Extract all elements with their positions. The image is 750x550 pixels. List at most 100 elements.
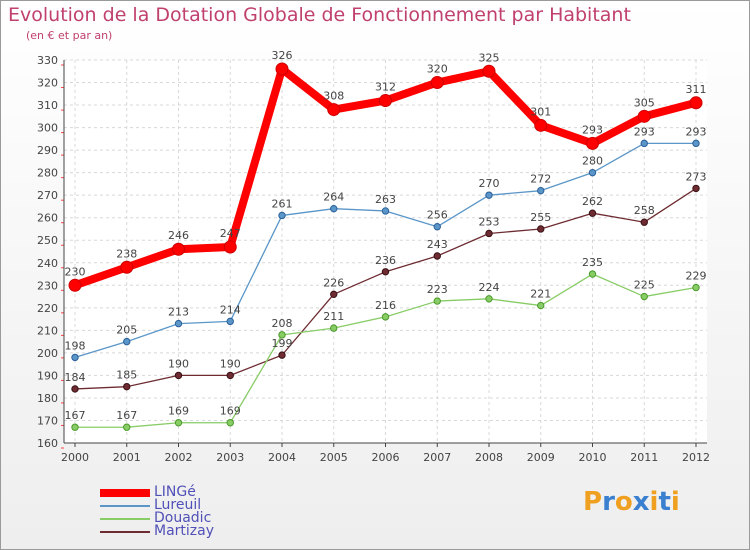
data-point	[586, 136, 599, 150]
data-label: 205	[116, 324, 137, 337]
y-tick-label: 210	[37, 324, 58, 337]
x-tick-label: 2001	[113, 451, 141, 464]
data-label: 247	[220, 227, 241, 240]
data-label: 305	[634, 96, 655, 109]
data-point	[330, 204, 338, 213]
legend-item: Douadic	[100, 510, 214, 526]
data-label: 293	[686, 125, 707, 138]
x-tick-label: 2004	[268, 451, 296, 464]
logo-letter: P	[583, 487, 603, 517]
data-label: 223	[427, 283, 448, 296]
data-label: 221	[530, 288, 551, 301]
data-point	[433, 252, 441, 260]
logo-letter: o	[614, 487, 633, 517]
data-point	[637, 109, 651, 123]
data-point	[123, 423, 131, 431]
legend-item: Martizay	[100, 523, 215, 539]
x-tick-label: 2011	[630, 451, 658, 464]
data-label: 253	[479, 215, 500, 228]
data-label: 214	[220, 303, 241, 316]
data-label: 185	[116, 369, 137, 382]
data-point	[534, 118, 548, 132]
data-label: 216	[375, 299, 396, 312]
data-label: 211	[323, 310, 344, 323]
data-point	[692, 139, 700, 148]
y-tick-label: 250	[37, 234, 58, 247]
data-label: 261	[272, 197, 293, 210]
legend-label: Martizay	[154, 523, 215, 539]
data-point	[226, 317, 234, 326]
y-tick-label: 270	[37, 189, 58, 202]
data-point	[223, 240, 237, 254]
data-point	[381, 207, 390, 215]
data-label: 312	[375, 81, 396, 94]
data-point	[482, 64, 496, 78]
logo-letter: r	[602, 487, 615, 517]
legend-swatch	[100, 517, 150, 520]
data-label: 273	[686, 170, 707, 183]
x-tick-label: 2009	[527, 451, 555, 464]
data-label: 326	[272, 49, 293, 62]
legend-label: Douadic	[154, 510, 212, 526]
data-point	[433, 297, 441, 305]
data-label: 167	[116, 409, 137, 422]
data-label: 264	[323, 191, 344, 204]
data-point	[640, 139, 648, 148]
y-tick-label: 230	[37, 279, 58, 292]
data-point	[123, 382, 131, 391]
x-tick-label: 2002	[165, 451, 193, 464]
data-label: 270	[479, 177, 500, 190]
data-label: 167	[65, 409, 86, 422]
data-point	[123, 337, 131, 346]
x-tick-label: 2008	[475, 451, 503, 464]
legend-swatch	[100, 530, 150, 533]
data-label: 238	[116, 247, 137, 260]
data-point	[278, 331, 286, 339]
logo-letter: x	[632, 487, 650, 517]
data-label: 190	[220, 357, 241, 370]
data-point	[640, 292, 648, 301]
data-label: 293	[582, 123, 603, 136]
y-tick-label: 170	[37, 414, 58, 427]
data-point	[485, 191, 493, 199]
data-label: 224	[479, 281, 500, 294]
x-tick-label: 2006	[372, 451, 400, 464]
data-point	[640, 218, 648, 226]
data-point	[588, 270, 597, 278]
data-point	[330, 290, 338, 299]
data-point	[537, 225, 545, 233]
data-point	[689, 96, 703, 110]
data-point	[588, 168, 597, 177]
logo-letter: i	[649, 487, 659, 517]
data-point	[172, 242, 185, 256]
y-tick-label: 320	[37, 77, 58, 90]
data-label: 229	[686, 270, 707, 283]
data-label: 199	[272, 337, 293, 350]
data-label: 213	[168, 306, 189, 319]
data-point	[278, 211, 286, 220]
x-tick-label: 2010	[579, 451, 607, 464]
y-tick-label: 310	[37, 99, 58, 112]
logo-letter: t	[658, 487, 671, 517]
data-label: 263	[375, 193, 396, 206]
data-point	[330, 324, 338, 332]
data-label: 246	[168, 229, 189, 242]
data-point	[71, 353, 79, 362]
data-label: 169	[220, 405, 241, 418]
y-tick-label: 290	[37, 144, 58, 157]
data-point	[537, 186, 545, 195]
data-point	[381, 313, 390, 321]
y-tick-label: 330	[37, 54, 58, 67]
y-tick-label: 180	[37, 392, 58, 405]
y-tick-label: 160	[37, 437, 58, 450]
data-label: 308	[323, 90, 344, 103]
data-point	[692, 184, 700, 193]
data-point	[430, 76, 444, 90]
data-point	[485, 229, 493, 238]
chart-title: Evolution de la Dotation Globale de Fonc…	[8, 4, 631, 26]
data-label: 258	[634, 204, 655, 217]
proxiti-logo: Proxiti	[583, 487, 680, 517]
data-label: 280	[582, 155, 603, 168]
data-label: 243	[427, 238, 448, 251]
data-point	[278, 351, 286, 359]
